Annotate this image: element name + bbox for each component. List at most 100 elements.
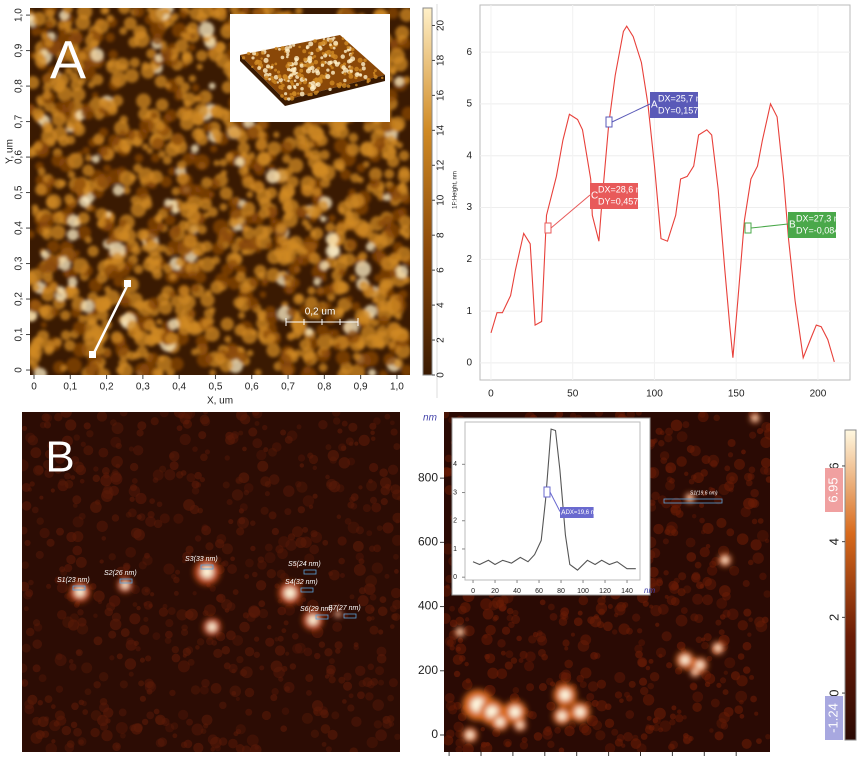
speckle [22, 426, 27, 431]
speckle [222, 543, 233, 554]
speckle [174, 591, 179, 596]
speckle [368, 479, 373, 484]
speckle [81, 442, 86, 447]
speckle [57, 582, 68, 593]
speckle [21, 561, 29, 569]
grain [129, 174, 136, 181]
y-tick-label: 0,7 [14, 114, 25, 128]
grain [349, 275, 356, 282]
speckle [586, 693, 594, 701]
speckle [319, 706, 329, 716]
inset-grain [283, 75, 288, 80]
grain [183, 234, 196, 247]
speckle [578, 596, 588, 606]
inset-grain [308, 52, 311, 55]
x-tick-label: 0,2 [100, 382, 114, 393]
speckle [511, 615, 520, 624]
speckle [269, 511, 277, 519]
annotation-text: DX=28,6 n [598, 184, 641, 194]
grain [192, 84, 200, 92]
inset-grain [300, 92, 305, 97]
speckle [727, 608, 739, 620]
speckle [526, 710, 533, 717]
inset-grain [347, 84, 351, 88]
grain [142, 144, 149, 151]
speckle [651, 492, 660, 501]
speckle [682, 421, 689, 428]
grain [395, 265, 408, 278]
grain [205, 327, 220, 342]
speckle [32, 507, 39, 514]
speckle [325, 444, 331, 450]
grain [323, 168, 329, 174]
speckle [505, 741, 511, 747]
particle-label: S1(23 nm) [57, 577, 90, 584]
grain [116, 366, 124, 374]
speckle [231, 431, 239, 439]
y-tick-label: 3 [466, 202, 472, 213]
grain [358, 223, 373, 238]
grain [366, 242, 375, 251]
colorbar-tick-label: 2 [826, 614, 841, 621]
speckle [748, 617, 753, 622]
grain [220, 187, 233, 200]
grain [104, 264, 119, 279]
inset-grain [303, 77, 306, 80]
speckle [342, 421, 348, 427]
grain [81, 106, 94, 119]
inset-grain [299, 69, 303, 73]
speckle [35, 465, 44, 474]
grain [53, 212, 65, 224]
speckle [256, 450, 266, 460]
speckle [384, 574, 389, 579]
speckle [130, 497, 135, 502]
speckle [193, 743, 203, 753]
grain [338, 207, 344, 213]
grain [168, 167, 176, 175]
inset-grain [308, 57, 310, 59]
speckle [274, 583, 279, 588]
speckle [377, 525, 383, 531]
speckle [219, 702, 226, 709]
speckle [245, 559, 254, 568]
inset-grain [309, 93, 312, 96]
grain [189, 75, 196, 82]
colorbar-tick-label: 12 [436, 159, 447, 171]
speckle [24, 606, 29, 611]
grain [170, 357, 184, 371]
speckle [614, 672, 625, 683]
speckle [208, 734, 218, 744]
speckle [74, 602, 80, 608]
speckle [740, 714, 745, 719]
grain [175, 39, 188, 52]
grain [346, 239, 357, 250]
speckle [497, 669, 508, 680]
speckle [90, 728, 99, 737]
grain [238, 166, 248, 176]
speckle [719, 629, 725, 635]
speckle [371, 503, 381, 513]
speckle [372, 562, 383, 573]
x-tick-label: 60 [535, 588, 543, 595]
speckle [68, 619, 79, 630]
speckle [46, 584, 51, 589]
speckle [390, 420, 395, 425]
inset-grain [281, 87, 284, 90]
grain [303, 366, 311, 374]
grain [225, 153, 233, 161]
grain [210, 281, 223, 294]
speckle [190, 505, 199, 514]
speckle [580, 634, 591, 645]
inset-grain [294, 79, 297, 82]
speckle [292, 526, 303, 537]
y-tick-label: 200 [418, 663, 438, 677]
inset-grain [381, 77, 384, 80]
speckle [236, 697, 240, 701]
speckle [358, 485, 362, 489]
x-tick-label: 0,3 [136, 382, 150, 393]
grain [329, 129, 335, 135]
grain [186, 184, 199, 197]
grain [316, 324, 328, 336]
speckle [258, 600, 265, 607]
speckle [765, 734, 770, 739]
